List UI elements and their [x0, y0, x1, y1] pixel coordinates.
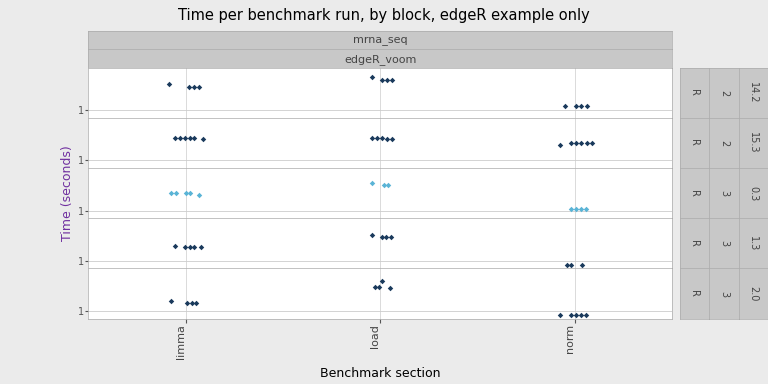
Text: 3: 3 [719, 240, 729, 247]
Text: 0.3: 0.3 [748, 185, 758, 201]
Text: 2: 2 [719, 140, 729, 146]
Text: 1.3: 1.3 [748, 236, 758, 251]
Text: Benchmark section: Benchmark section [320, 367, 440, 380]
Text: 2: 2 [719, 89, 729, 96]
Y-axis label: Time (seconds): Time (seconds) [61, 145, 74, 241]
Text: 3: 3 [719, 291, 729, 297]
Text: R: R [690, 139, 700, 146]
Text: 14.2: 14.2 [748, 82, 758, 103]
Text: R: R [690, 290, 700, 297]
Text: 2.0: 2.0 [748, 286, 758, 301]
Text: R: R [690, 89, 700, 96]
Text: R: R [690, 240, 700, 247]
Text: edgeR_voom: edgeR_voom [344, 54, 416, 65]
Text: R: R [690, 190, 700, 197]
Text: mrna_seq: mrna_seq [353, 36, 408, 46]
Text: Time per benchmark run, by block, edgeR example only: Time per benchmark run, by block, edgeR … [178, 8, 590, 23]
Text: 15.3: 15.3 [748, 132, 758, 154]
Text: 3: 3 [719, 190, 729, 196]
